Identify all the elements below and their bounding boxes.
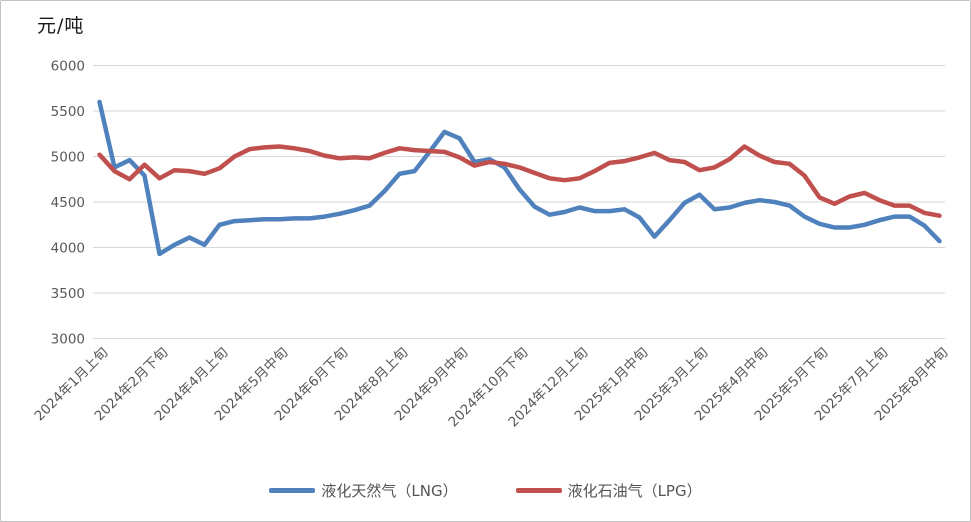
lng-line-swatch-icon (269, 487, 316, 493)
y-axis-label: 4500 (51, 195, 85, 211)
lpg-legend-label: 液化石油气（LPG） (567, 481, 702, 500)
lng-line (97, 99, 942, 257)
y-axis-label: 5500 (51, 104, 85, 120)
lng-legend-label: 液化天然气（LNG） (321, 481, 458, 500)
y-axis-label: 5000 (51, 150, 85, 166)
legend-item-lng: 液化天然气（LNG） (269, 480, 458, 501)
lpg-line-swatch-icon (515, 487, 562, 493)
y-axis-label: 6000 (51, 59, 85, 75)
y-axis-title: 元/吨 (37, 15, 85, 37)
legend: 液化天然气（LNG） 液化石油气（LPG） (1, 475, 970, 505)
y-axis-label: 3500 (51, 286, 85, 302)
lpg-line (97, 144, 942, 218)
line-chart: 60005500500045004000350030002024年1月上旬202… (31, 59, 951, 431)
legend-item-lpg: 液化石油气（LPG） (515, 480, 702, 501)
y-axis-label: 3000 (51, 332, 85, 348)
y-axis-label: 4000 (51, 241, 85, 257)
